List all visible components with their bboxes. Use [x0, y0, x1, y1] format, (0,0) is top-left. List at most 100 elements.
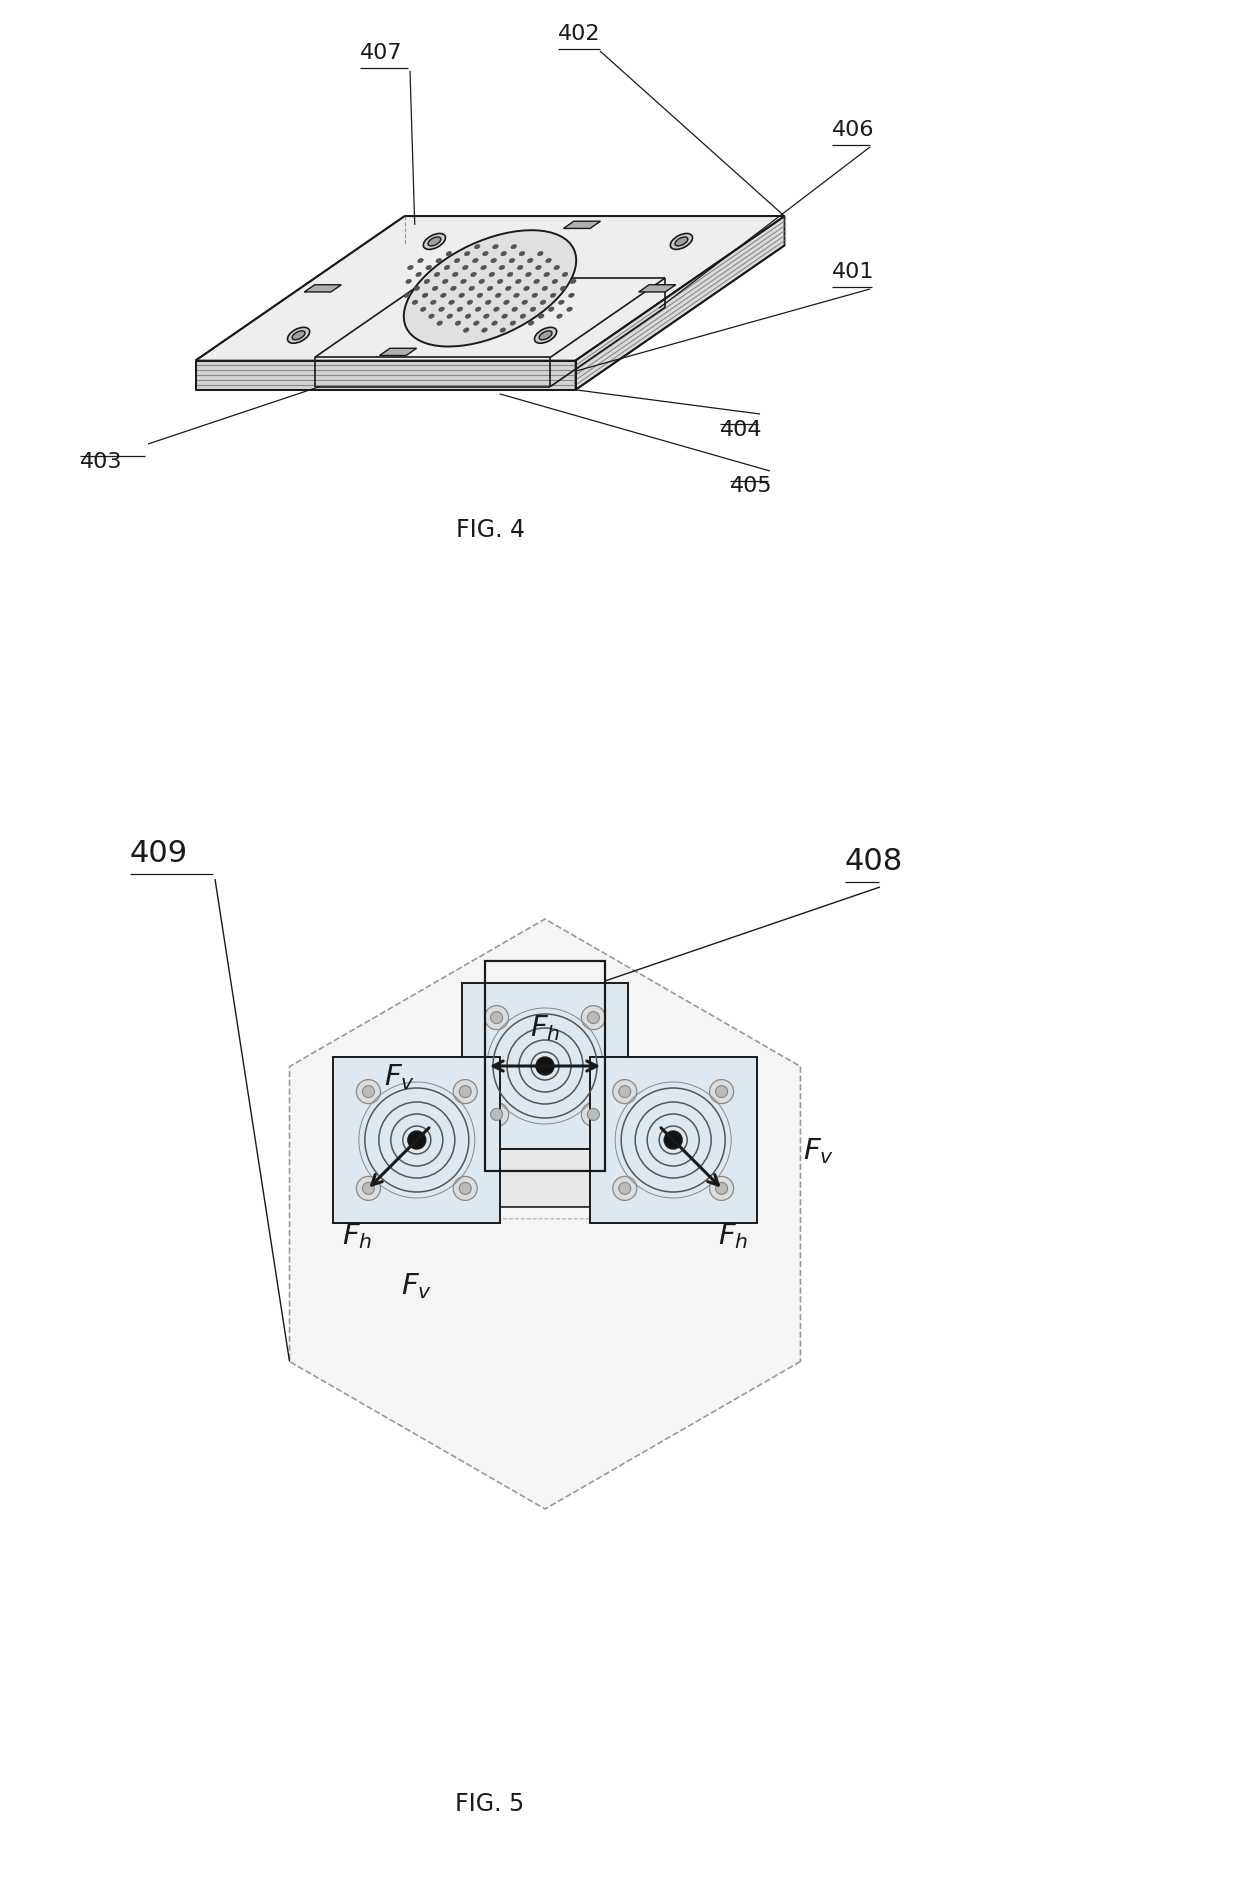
- Ellipse shape: [520, 314, 526, 320]
- Ellipse shape: [510, 322, 516, 326]
- Ellipse shape: [293, 331, 305, 341]
- Ellipse shape: [472, 260, 479, 263]
- Circle shape: [485, 1007, 508, 1029]
- Polygon shape: [315, 358, 551, 388]
- Ellipse shape: [528, 322, 534, 326]
- Ellipse shape: [541, 301, 546, 305]
- Circle shape: [536, 1058, 554, 1075]
- Ellipse shape: [523, 286, 529, 292]
- Ellipse shape: [557, 314, 562, 320]
- Ellipse shape: [507, 273, 513, 277]
- Circle shape: [613, 1080, 637, 1105]
- Circle shape: [362, 1086, 374, 1097]
- Ellipse shape: [531, 309, 536, 312]
- Ellipse shape: [412, 301, 418, 305]
- Ellipse shape: [552, 280, 558, 284]
- Ellipse shape: [439, 309, 444, 312]
- Text: 405: 405: [730, 476, 773, 495]
- Ellipse shape: [671, 235, 692, 250]
- Ellipse shape: [404, 294, 409, 299]
- Ellipse shape: [548, 309, 554, 312]
- Ellipse shape: [538, 314, 544, 320]
- Circle shape: [491, 1108, 502, 1122]
- Bar: [485, 962, 605, 1171]
- Text: $\mathit{F_h}$: $\mathit{F_h}$: [529, 1013, 560, 1043]
- Ellipse shape: [474, 322, 479, 326]
- Ellipse shape: [546, 260, 552, 263]
- Ellipse shape: [433, 286, 438, 292]
- Ellipse shape: [544, 273, 549, 277]
- Text: $\mathit{F_h}$: $\mathit{F_h}$: [718, 1220, 748, 1250]
- Ellipse shape: [481, 265, 486, 271]
- Ellipse shape: [516, 280, 521, 284]
- Ellipse shape: [534, 327, 557, 344]
- Ellipse shape: [481, 329, 487, 333]
- Ellipse shape: [475, 245, 480, 250]
- Ellipse shape: [675, 237, 688, 247]
- Text: $\mathit{F_h}$: $\mathit{F_h}$: [342, 1220, 372, 1250]
- Ellipse shape: [496, 294, 501, 299]
- Ellipse shape: [408, 265, 413, 271]
- Circle shape: [709, 1176, 734, 1201]
- Ellipse shape: [428, 237, 441, 247]
- Ellipse shape: [418, 260, 423, 263]
- Circle shape: [613, 1176, 637, 1201]
- Text: 401: 401: [832, 262, 874, 282]
- Text: 408: 408: [844, 847, 903, 875]
- Ellipse shape: [458, 309, 463, 312]
- Circle shape: [454, 1176, 477, 1201]
- Circle shape: [588, 1013, 599, 1024]
- Ellipse shape: [436, 322, 443, 326]
- Circle shape: [362, 1182, 374, 1195]
- Ellipse shape: [567, 309, 573, 312]
- Ellipse shape: [498, 265, 505, 271]
- Text: $\mathit{F_v}$: $\mathit{F_v}$: [402, 1270, 433, 1300]
- Ellipse shape: [492, 245, 498, 250]
- Circle shape: [582, 1103, 605, 1127]
- Ellipse shape: [484, 314, 490, 320]
- Polygon shape: [590, 1058, 756, 1223]
- Polygon shape: [575, 216, 785, 391]
- Polygon shape: [563, 222, 600, 230]
- Text: $\mathit{F_v}$: $\mathit{F_v}$: [802, 1135, 833, 1165]
- Ellipse shape: [455, 322, 461, 326]
- Ellipse shape: [485, 301, 491, 305]
- Ellipse shape: [522, 301, 527, 305]
- Circle shape: [485, 1103, 508, 1127]
- Ellipse shape: [511, 245, 517, 250]
- Ellipse shape: [460, 280, 466, 284]
- Circle shape: [454, 1080, 477, 1105]
- Ellipse shape: [562, 273, 568, 277]
- Ellipse shape: [491, 260, 496, 263]
- Circle shape: [709, 1080, 734, 1105]
- Polygon shape: [289, 920, 801, 1509]
- Polygon shape: [405, 1090, 684, 1208]
- Ellipse shape: [420, 309, 427, 312]
- Polygon shape: [639, 286, 676, 294]
- Ellipse shape: [527, 260, 533, 263]
- Ellipse shape: [510, 260, 515, 263]
- Ellipse shape: [423, 235, 445, 250]
- Text: 402: 402: [558, 24, 600, 43]
- Ellipse shape: [477, 294, 482, 299]
- Ellipse shape: [446, 252, 451, 256]
- Polygon shape: [196, 216, 785, 361]
- Circle shape: [459, 1086, 471, 1097]
- Ellipse shape: [497, 280, 503, 284]
- Ellipse shape: [536, 265, 542, 271]
- Ellipse shape: [423, 294, 428, 299]
- Ellipse shape: [475, 309, 481, 312]
- Ellipse shape: [506, 286, 511, 292]
- Ellipse shape: [414, 286, 419, 292]
- Ellipse shape: [542, 286, 548, 292]
- Ellipse shape: [551, 294, 556, 299]
- Ellipse shape: [558, 301, 564, 305]
- Ellipse shape: [570, 280, 577, 284]
- Text: 403: 403: [81, 452, 123, 472]
- Ellipse shape: [526, 273, 531, 277]
- Ellipse shape: [467, 301, 472, 305]
- Circle shape: [715, 1182, 728, 1195]
- Ellipse shape: [405, 280, 412, 284]
- Ellipse shape: [501, 252, 507, 256]
- Circle shape: [356, 1080, 381, 1105]
